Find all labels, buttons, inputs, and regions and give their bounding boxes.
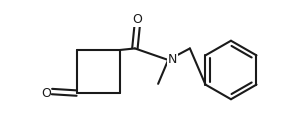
Text: O: O xyxy=(132,13,142,26)
Text: O: O xyxy=(41,87,51,100)
Text: N: N xyxy=(168,53,177,66)
